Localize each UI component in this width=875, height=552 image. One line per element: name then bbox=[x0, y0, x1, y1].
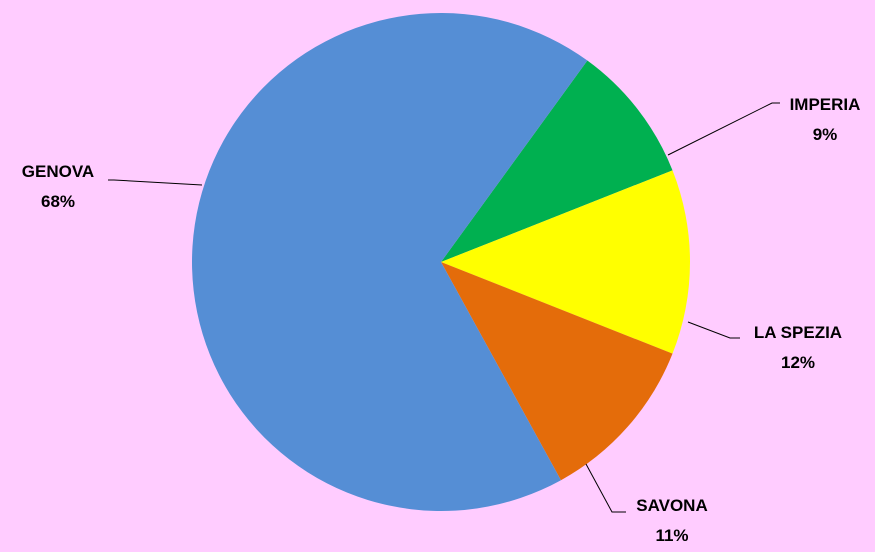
pie-slice-genova bbox=[192, 12, 588, 511]
slice-value-savona: 11% bbox=[655, 526, 688, 545]
leader-line-imperia bbox=[667, 102, 780, 156]
leader-line-savona bbox=[585, 463, 626, 513]
slice-label-genova: GENOVA bbox=[22, 162, 94, 181]
slice-label-la-spezia: LA SPEZIA bbox=[754, 323, 842, 342]
slice-label-imperia: IMPERIA bbox=[790, 95, 861, 114]
slice-value-imperia: 9% bbox=[813, 125, 838, 144]
slice-value-la-spezia: 12% bbox=[781, 353, 815, 372]
slices-layer bbox=[192, 12, 690, 511]
slice-value-genova: 68% bbox=[41, 192, 75, 211]
pie-slice-imperia bbox=[441, 60, 673, 262]
leader-line-genova bbox=[108, 179, 203, 186]
leader-lines-layer bbox=[108, 102, 780, 513]
pie-slice-savona bbox=[441, 262, 673, 481]
data-labels-layer: IMPERIA 9% LA SPEZIA 12% SAVONA 11% GENOVA 68% bbox=[22, 95, 861, 545]
slice-label-savona: SAVONA bbox=[636, 496, 707, 515]
pie-slice-la-spezia bbox=[441, 170, 690, 354]
leader-line-la-spezia bbox=[687, 321, 740, 339]
